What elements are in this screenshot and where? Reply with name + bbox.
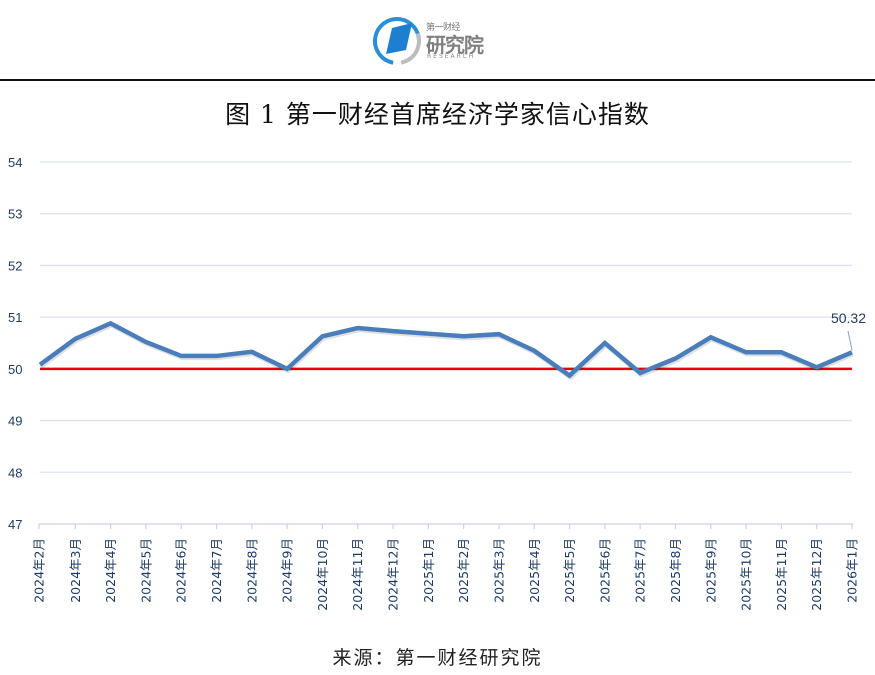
x-tick-label: 2024年12月 [386,538,401,611]
x-tick-label: 2026年1月 [845,538,860,603]
data-label-leader [847,330,853,351]
y-tick-label: 49 [8,414,22,429]
y-axis-labels: 47 48 49 50 51 52 53 54 [8,155,22,532]
gridlines [40,161,852,473]
data-label-last: 50.32 [831,310,866,326]
x-tick-label: 2024年7月 [209,538,224,603]
chart-title: 图 1 第一财经首席经济学家信心指数 [225,100,650,129]
logo-english-text: RESEARCH [427,53,476,60]
header-divider [0,79,875,81]
x-tick-label: 2024年4月 [103,538,118,603]
source-note: 来源：第一财经研究院 [332,647,543,669]
y-tick-label: 47 [8,517,22,532]
x-tick-label: 2025年5月 [562,538,577,603]
x-tick-label: 2024年9月 [280,538,295,603]
logo-emblem-icon [373,17,421,65]
x-tick-label: 2025年9月 [703,538,718,603]
x-tick-label: 2025年11月 [774,538,789,611]
x-tick-label: 2025年6月 [597,538,612,603]
x-tick-label: 2024年6月 [174,538,189,603]
x-tick-label: 2025年2月 [456,538,471,603]
logo-small-text: 第一财经 [426,23,461,33]
x-tick-label: 2024年11月 [350,538,365,611]
x-tick-label: 2025年4月 [527,538,542,603]
x-tick-label: 2024年2月 [32,538,47,603]
x-tick-label: 2024年10月 [315,538,330,611]
y-tick-label: 51 [8,310,22,325]
x-tick-label: 2025年8月 [668,538,683,603]
x-tick-label: 2024年5月 [138,538,153,603]
x-tick-label: 2024年8月 [244,538,259,603]
logo: 第一财经 研究院 RESEARCH [372,14,502,68]
series-line [38,320,853,379]
x-tick-label: 2025年7月 [633,538,648,603]
x-axis [38,523,853,529]
x-tick-label: 2025年12月 [809,538,824,611]
y-tick-label: 48 [8,465,22,480]
y-tick-label: 52 [8,258,22,273]
x-tick-label: 2025年3月 [491,538,506,603]
x-tick-label: 2025年10月 [739,538,754,611]
x-axis-labels: 2024年2月 2024年3月 2024年4月 2024年5月 2024年6月 2024年… [32,538,860,611]
y-tick-label: 50 [8,362,22,377]
y-tick-label: 53 [8,207,22,222]
x-tick-label: 2025年1月 [421,538,436,603]
logo-big-text: 研究院 [426,33,484,57]
y-tick-label: 54 [8,155,22,170]
x-tick-label: 2024年3月 [68,538,83,603]
